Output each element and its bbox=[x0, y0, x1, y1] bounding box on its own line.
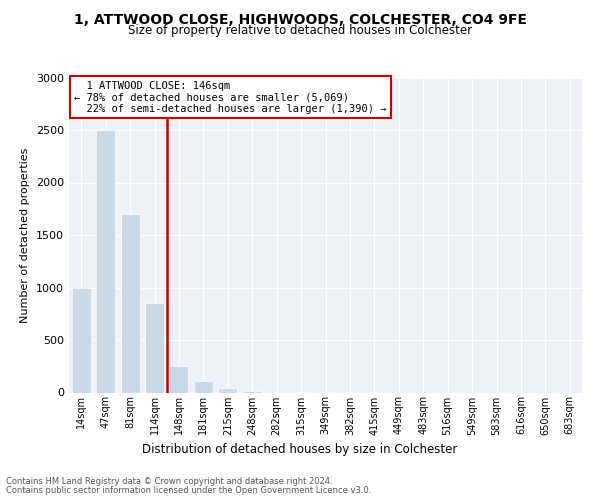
Y-axis label: Number of detached properties: Number of detached properties bbox=[20, 148, 31, 322]
Bar bbox=[218, 388, 238, 392]
Text: Size of property relative to detached houses in Colchester: Size of property relative to detached ho… bbox=[128, 24, 472, 37]
Bar bbox=[194, 381, 213, 392]
Bar bbox=[96, 130, 115, 392]
Text: Distribution of detached houses by size in Colchester: Distribution of detached houses by size … bbox=[142, 442, 458, 456]
Text: 1 ATTWOOD CLOSE: 146sqm
← 78% of detached houses are smaller (5,069)
  22% of se: 1 ATTWOOD CLOSE: 146sqm ← 78% of detache… bbox=[74, 80, 386, 114]
Bar bbox=[145, 303, 164, 392]
Text: Contains public sector information licensed under the Open Government Licence v3: Contains public sector information licen… bbox=[6, 486, 371, 495]
Bar bbox=[242, 391, 262, 392]
Text: 1, ATTWOOD CLOSE, HIGHWOODS, COLCHESTER, CO4 9FE: 1, ATTWOOD CLOSE, HIGHWOODS, COLCHESTER,… bbox=[74, 12, 527, 26]
Bar bbox=[71, 288, 91, 393]
Bar bbox=[169, 366, 188, 392]
Text: Contains HM Land Registry data © Crown copyright and database right 2024.: Contains HM Land Registry data © Crown c… bbox=[6, 478, 332, 486]
Bar bbox=[121, 214, 140, 392]
